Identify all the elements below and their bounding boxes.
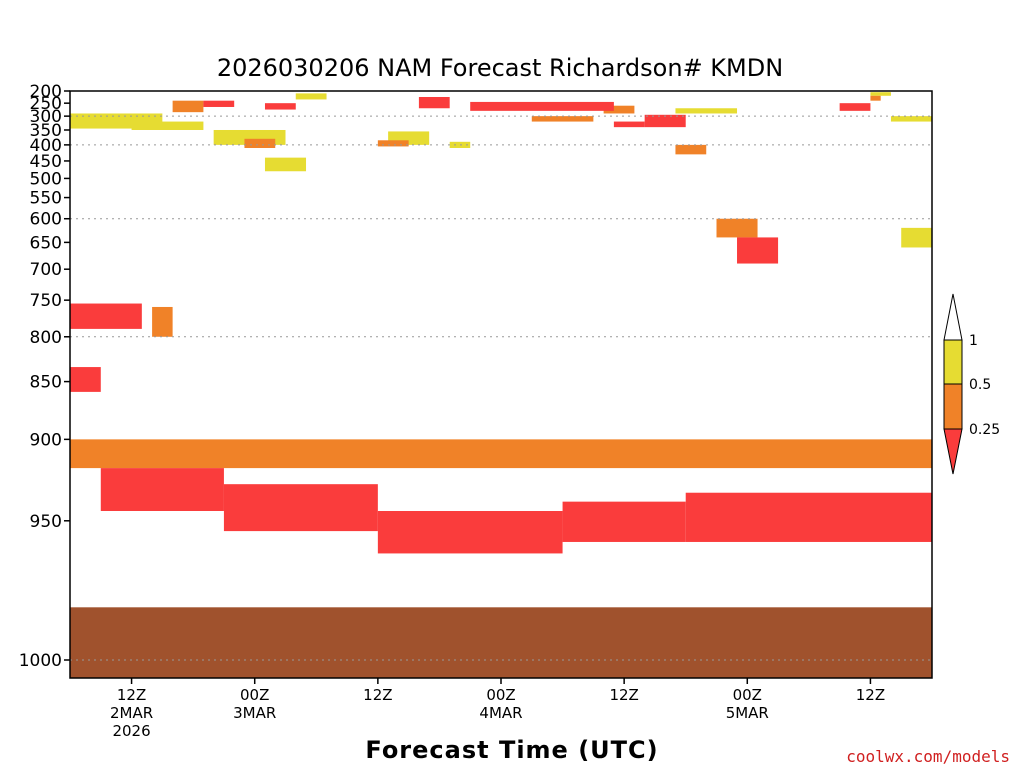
heatmap-cell-orange-7 (675, 144, 707, 155)
heatmap-cell-red-3 (562, 501, 686, 542)
heatmap-cell-red-4 (685, 492, 932, 542)
heatmap-cell-red-0 (100, 468, 224, 511)
y-tick-label-900: 900 (30, 430, 62, 450)
x-axis-label: Forecast Time (UTC) (365, 736, 658, 764)
y-tick-label-950: 950 (30, 512, 62, 532)
y-tick-label-1000: 1000 (19, 651, 62, 671)
credit-text: coolwx.com/models (846, 747, 1010, 766)
heatmap-cell-yellow-10 (901, 227, 932, 248)
heatmap-cell-orange-3 (244, 138, 276, 148)
heatmap-cell-orange-4 (377, 140, 409, 147)
heatmap-cell-yellow-6 (449, 141, 471, 148)
heatmap-cell-red-12 (737, 237, 779, 264)
heatmap-cell-red-14 (613, 121, 645, 128)
heatmap-cell-yellow-9 (890, 116, 932, 122)
heatmap-cell-orange-9 (870, 95, 881, 101)
y-tick-label-250: 250 (30, 94, 62, 114)
heatmap-cell-red-6 (70, 367, 101, 392)
y-tick-label-700: 700 (30, 260, 62, 280)
y-tick-label-750: 750 (30, 291, 62, 311)
heatmap-cell-red-11 (644, 114, 686, 128)
colorbar-segment-2 (943, 383, 963, 430)
colorbar-legend: 1 0.5 0.25 (943, 293, 1000, 475)
x-tick-label-24-2: 3MAR (233, 704, 276, 722)
heatmap-cell-yellow-1 (131, 121, 204, 130)
colorbar-label-0: 1 (969, 333, 978, 349)
heatmap-cell-orange-0 (70, 439, 932, 469)
y-tick-label-600: 600 (30, 210, 62, 230)
ground-fill (70, 607, 932, 678)
x-tick-label-48-2: 4MAR (479, 704, 522, 722)
heatmap-cell-yellow-7 (675, 108, 738, 114)
x-tick-label-72-1: 00Z (733, 686, 762, 704)
x-tick-label-12-2: 2MAR (110, 704, 153, 722)
colorbar-label-1: 0.5 (969, 377, 991, 393)
x-tick-label-12-3: 2026 (112, 722, 150, 740)
colorbar-label-2: 0.25 (969, 422, 1000, 438)
y-tick-label-800: 800 (30, 328, 62, 348)
heatmap-cell-orange-8 (716, 218, 758, 238)
heatmap-cell-red-7 (203, 100, 235, 107)
x-tick-label-12-1: 12Z (117, 686, 146, 704)
heatmap-cell-yellow-3 (264, 157, 307, 172)
heatmap-cell-orange-6 (603, 105, 635, 114)
heatmap-cell-red-1 (223, 484, 378, 532)
y-tick-label-400: 400 (30, 136, 62, 156)
heatmap-cell-red-13 (839, 103, 871, 111)
heatmap-cell-orange-2 (172, 100, 204, 113)
colorbar-segment-0 (943, 293, 963, 341)
x-tick-label-48-1: 00Z (486, 686, 515, 704)
heatmap-cell-red-5 (70, 303, 142, 329)
x-tick-label-72-2: 5MAR (726, 704, 769, 722)
pressure-gridlines (70, 115, 932, 661)
heatmap-cell-red-8 (264, 103, 296, 110)
heatmap-cell-orange-1 (152, 306, 173, 337)
y-tick-label-200: 200 (30, 82, 62, 102)
y-tick-label-850: 850 (30, 373, 62, 393)
heatmap-cell-red-9 (418, 96, 450, 109)
y-tick-label-500: 500 (30, 169, 62, 189)
x-tick-label-84-1: 12Z (856, 686, 885, 704)
heatmap-cell-yellow-8 (870, 92, 891, 96)
x-tick-label-60-1: 12Z (609, 686, 638, 704)
colorbar-segment-3 (943, 428, 963, 475)
colorbar-segment-1 (943, 339, 963, 385)
x-tick-label-36-1: 12Z (363, 686, 392, 704)
y-tick-label-450: 450 (30, 152, 62, 172)
plot-frame (69, 90, 933, 679)
y-tick-label-650: 650 (30, 233, 62, 253)
heatmap-cell-red-10 (470, 101, 614, 111)
chart-title: 2026030206 NAM Forecast Richardson# KMDN (217, 54, 783, 82)
heatmap-cell-red-2 (377, 510, 563, 554)
y-tick-label-300: 300 (30, 107, 62, 127)
y-tick-label-550: 550 (30, 189, 62, 209)
heatmap-cell-orange-5 (531, 116, 594, 122)
y-tick-label-350: 350 (30, 121, 62, 141)
heatmap-cell-yellow-4 (295, 93, 327, 100)
x-tick-label-24-1: 00Z (240, 686, 269, 704)
heatmap-cells (70, 92, 932, 678)
